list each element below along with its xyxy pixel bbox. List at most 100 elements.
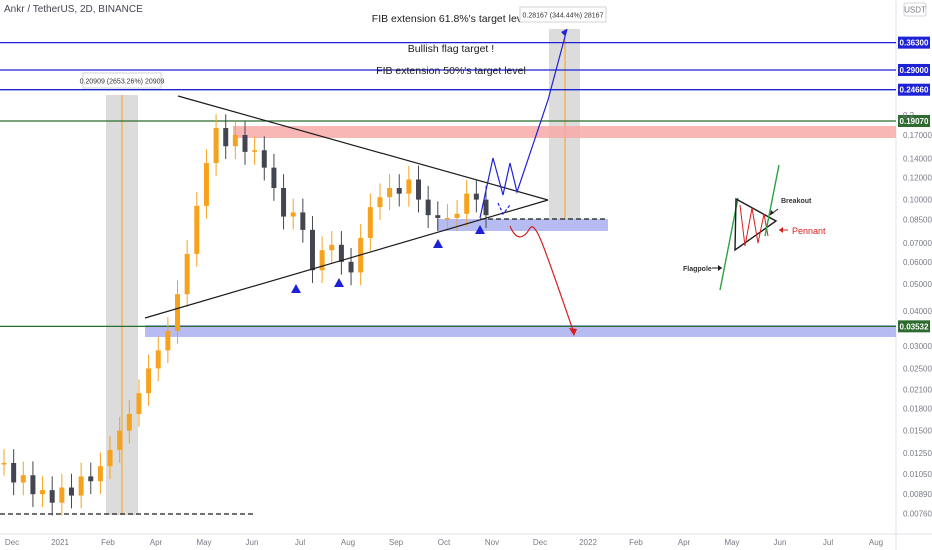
flagpole-label: Flagpole (683, 266, 712, 273)
measure-label-right: 0.28167 (344.44%) 28167 (523, 13, 604, 20)
price-tick-label: 0.01500 (903, 427, 932, 436)
breakout-arrowhead (770, 210, 774, 215)
candle-body (396, 188, 402, 194)
price-tick-label: 0.01800 (903, 404, 932, 413)
candle-body (261, 150, 267, 168)
candles (1, 114, 489, 516)
candle-body (97, 466, 103, 482)
fib618-label: FIB extension 61.8%'s target level (372, 13, 530, 25)
pennant-zigzag (739, 204, 769, 247)
candle-body (232, 135, 238, 147)
candle-body (126, 413, 132, 431)
candle-body (40, 490, 46, 495)
candle-body (444, 217, 450, 220)
price-level-tag (898, 83, 930, 96)
candle-body (184, 253, 190, 295)
currency-label: USDT (904, 6, 926, 15)
bullish-dashed-dip (497, 202, 511, 216)
price-tick-label: 0.2 (903, 111, 915, 120)
pennant-label: Pennant (792, 226, 826, 236)
price-tick-label: 0.01050 (903, 470, 932, 479)
candle-body (242, 135, 248, 152)
flagpole-line (719, 197, 739, 291)
candle-body (252, 150, 258, 152)
candle-body (416, 179, 422, 200)
candle-body (203, 163, 209, 206)
price-tick-label: 0.00890 (903, 490, 932, 499)
candle-body (107, 449, 113, 467)
price-tick-label: 0.12000 (903, 173, 932, 182)
low-marker-3 (433, 239, 443, 248)
low-marker-4 (475, 225, 485, 234)
price-tick-label: 0.02100 (903, 386, 932, 395)
candle-body (175, 294, 181, 331)
price-tick-label: 0.14000 (903, 155, 932, 164)
triangle-lower-line (144, 199, 549, 319)
candle-body (348, 261, 354, 273)
candle-body (49, 490, 55, 503)
time-tick-label: May (724, 538, 739, 547)
time-tick-label: Nov (485, 538, 499, 547)
pennant-arrowhead (779, 227, 783, 233)
candle-body (464, 193, 470, 214)
time-tick-label: Jul (823, 538, 833, 547)
measure-label-left-bg (82, 72, 162, 89)
price-tick-label: 0.17000 (903, 131, 932, 140)
candle-body (473, 193, 479, 200)
time-tick-label: Feb (629, 538, 643, 547)
level-lines: 0.36300 0.29000 0.24660 0.19070 0.03532 (0, 36, 930, 333)
bullish-arrowhead (561, 29, 567, 36)
currency-box[interactable] (903, 2, 927, 17)
time-tick-label: Sep (389, 538, 404, 547)
time-tick-label: Jul (295, 538, 305, 547)
measure-label-right-bg (519, 6, 607, 23)
candle-body (387, 188, 393, 198)
time-tick-label: Dec (5, 538, 19, 547)
candle-body (88, 476, 94, 482)
bullish-label: Bullish flag target ! (408, 43, 494, 55)
candle-body (406, 179, 412, 194)
candle-body (319, 250, 325, 271)
breakout-label: Breakout (781, 198, 812, 205)
time-tick-label: Feb (101, 538, 115, 547)
measure-label-left: 0.20909 (2653.26%) 20909 (80, 79, 165, 86)
price-tick-label: 0.00760 (903, 509, 932, 518)
price-level-label: 0.36300 (900, 39, 929, 48)
price-tick-label: 0.04000 (903, 307, 932, 316)
time-tick-label: Aug (341, 538, 355, 547)
candle-body (223, 128, 229, 147)
time-tick-label: 2021 (51, 538, 69, 547)
time-tick-label: Apr (678, 538, 691, 547)
price-axis: 0.2 0.17000 0.14000 0.12000 0.10000 0.08500 0.… (903, 111, 932, 518)
low-marker-1 (291, 284, 301, 293)
price-level-label: 0.29000 (900, 66, 929, 75)
candle-body (367, 207, 373, 238)
candle-body (155, 350, 161, 369)
price-level-label: 0.24660 (900, 86, 929, 95)
price-level-tag (898, 320, 930, 333)
candle-body (309, 229, 315, 271)
pennant-shape (734, 197, 778, 252)
time-tick-label: Jun (246, 538, 259, 547)
candle-body (300, 212, 306, 230)
price-tick-label: 0.06000 (903, 258, 932, 267)
time-tick-label: 2022 (579, 538, 597, 547)
candle-body (271, 167, 277, 189)
price-tick-label: 0.08500 (903, 215, 932, 224)
resistance-zone (233, 126, 896, 138)
price-tick-label: 0.02500 (903, 364, 932, 373)
bearish-arrowhead (569, 328, 577, 336)
price-level-tag (898, 115, 930, 128)
candle-body (377, 197, 383, 208)
flagpole-arrowhead (718, 265, 722, 271)
candle-body (435, 215, 441, 218)
time-tick-label: Oct (438, 538, 451, 547)
candle-body (281, 188, 287, 217)
candle-body (454, 213, 460, 218)
candle-body (20, 475, 26, 483)
low-marker-2 (334, 278, 344, 287)
symbol-title: Ankr / TetherUS, 2D, BINANCE (4, 4, 143, 15)
price-tick-label: 0.07000 (903, 239, 932, 248)
candle-body (483, 199, 489, 216)
triangle-upper-line (177, 95, 549, 201)
